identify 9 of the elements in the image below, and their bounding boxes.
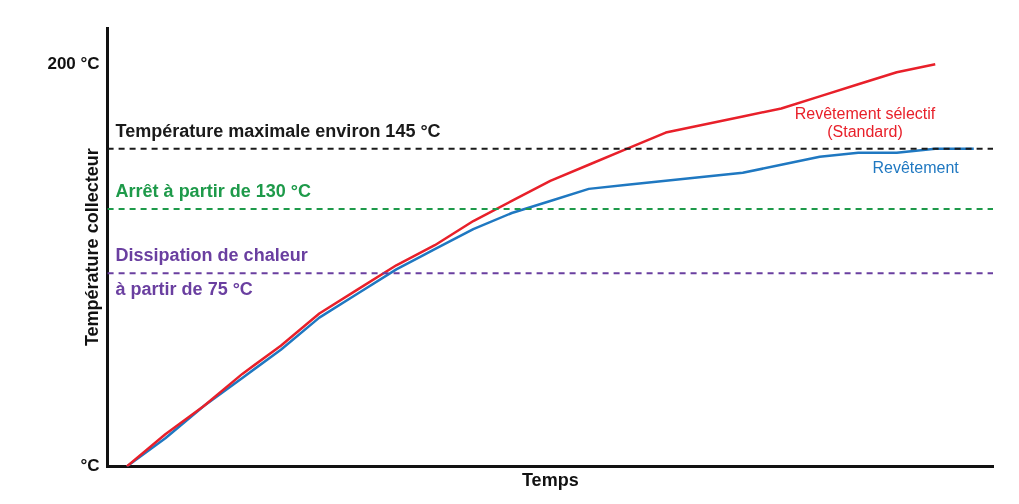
series-label: Revêtement xyxy=(872,159,960,177)
ref-line-label: Arrêt à partir de 130 °C xyxy=(115,180,311,201)
y-axis-title: Température collecteur xyxy=(81,148,102,347)
ref-line-label: Dissipation de chaleur à partir de 75 °C xyxy=(115,245,308,300)
x-axis-title: Temps xyxy=(521,470,579,491)
series-label: Revêtement sélectif (Standard) xyxy=(794,104,936,140)
text: 200 °C xyxy=(47,53,100,73)
ref-line-label: Température maximale environ 145 °C xyxy=(115,120,441,141)
text: °C xyxy=(80,456,100,476)
